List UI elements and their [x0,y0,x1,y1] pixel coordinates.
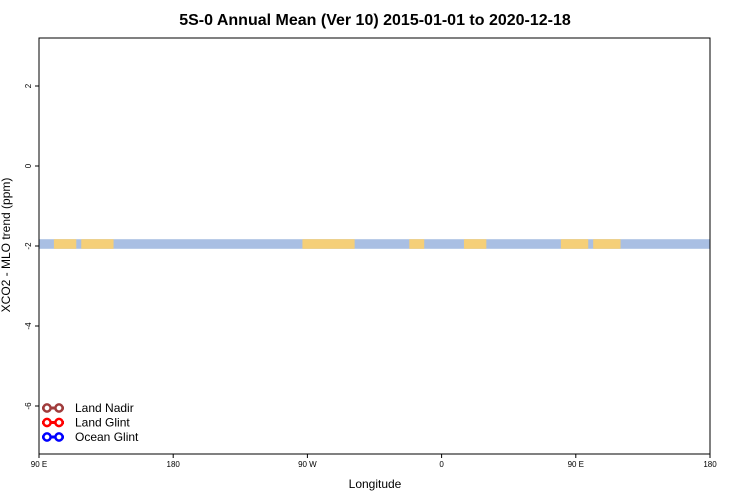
plot-area [39,239,710,249]
legend-item-land-glint: Land Glint [42,416,130,430]
legend-item-land-nadir: Land Nadir [42,401,134,415]
legend-marker-land-nadir-b [54,403,64,413]
y-tick-label-1: -4 [24,322,33,330]
y-tick-label-0: -6 [24,402,33,410]
x-tick-label-1: 180 [167,460,181,469]
legend-item-ocean-glint: Ocean Glint [42,430,139,444]
reference-band [39,239,710,249]
shaded-range-1 [81,239,114,249]
x-axis-label: Longitude [349,477,402,491]
x-tick-label-2: 90 W [298,460,317,469]
y-axis: -6 -4 -2 0 2 [24,83,39,410]
legend-label-ocean-glint: Ocean Glint [75,430,139,444]
legend-label-land-nadir: Land Nadir [75,401,134,415]
chart-title: 5S-0 Annual Mean (Ver 10) 2015-01-01 to … [179,12,571,29]
shaded-range-4 [463,239,487,249]
x-tick-label-5: 180 [703,460,717,469]
y-axis-label: XCO2 - MLO trend (ppm) [0,178,13,313]
y-tick-label-2: -2 [24,242,33,250]
y-tick-label-4: 2 [24,83,33,88]
legend-marker-land-nadir-a [42,403,52,413]
x-tick-label-4: 90 E [568,460,584,469]
y-tick-label-3: 0 [24,163,33,168]
legend-marker-land-glint-a [42,417,52,428]
x-tick-label-3: 0 [439,460,444,469]
shaded-range-5 [560,239,589,249]
legend-marker-ocean-glint-a [42,432,52,442]
legend-marker-ocean-glint-b [54,432,64,442]
x-axis: 90 E 180 90 W 0 90 E 180 [31,454,717,469]
shaded-range-3 [409,239,425,249]
legend-marker-land-glint-b [54,417,64,428]
x-tick-label-0: 90 E [31,460,47,469]
shaded-range-6 [593,239,621,249]
shaded-range-2 [302,239,355,249]
shaded-range-0 [53,239,77,249]
legend-label-land-glint: Land Glint [75,416,130,430]
